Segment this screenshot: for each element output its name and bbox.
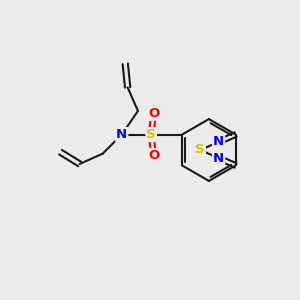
Text: N: N [213, 152, 224, 164]
Text: N: N [116, 128, 127, 141]
Text: O: O [148, 149, 159, 162]
Text: S: S [146, 128, 156, 141]
Text: N: N [213, 136, 224, 148]
Text: O: O [148, 107, 159, 120]
Text: S: S [195, 143, 205, 157]
